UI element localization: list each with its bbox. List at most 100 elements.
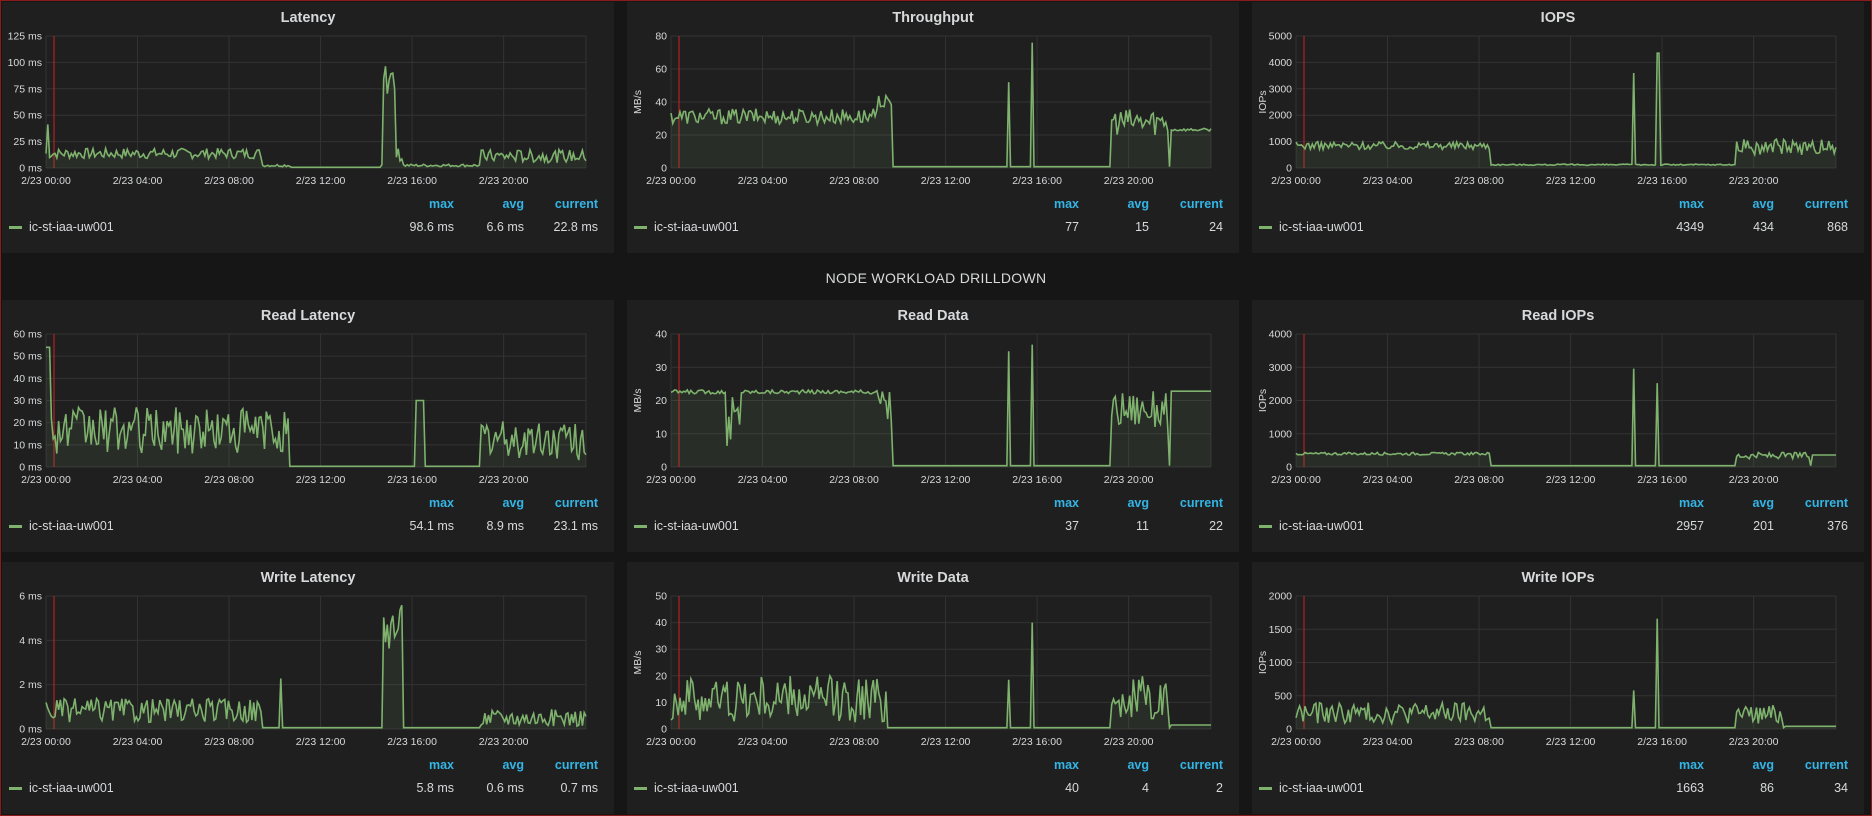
legend-value-max: 2957 (1676, 519, 1704, 533)
legend-header-avg[interactable]: avg (1127, 496, 1149, 510)
x-tick-label: 2/23 04:00 (1363, 736, 1413, 748)
chart-svg[interactable]: 0 10 20 30 40 2/23 00:00 2/23 04:00 2/23 08:00 2… (627, 300, 1239, 552)
panel-title[interactable]: Write Latency (260, 570, 356, 586)
legend-header-avg[interactable]: avg (1127, 758, 1149, 772)
legend-series-name[interactable]: ic-st-iaa-uw001 (29, 781, 114, 795)
legend-value-max: 54.1 ms (409, 519, 454, 533)
x-tick-label: 2/23 16:00 (387, 736, 437, 748)
y-tick-label: 1000 (1269, 136, 1293, 148)
legend-header-max[interactable]: max (428, 496, 454, 510)
chart-svg[interactable]: 0 ms 25 ms 50 ms 75 ms 100 ms 125 ms 2/23 00:0… (2, 2, 614, 253)
legend-header-max[interactable]: max (1678, 197, 1704, 211)
legend-value-avg: 8.9 ms (486, 519, 524, 533)
panel-title[interactable]: Write IOPs (1521, 570, 1595, 586)
panel-latency[interactable]: Latency 0 ms 25 ms 50 ms 75 ms 100 ms 125 ms 2/… (2, 2, 614, 253)
legend-swatch (1259, 787, 1272, 791)
legend-series-name[interactable]: ic-st-iaa-uw001 (29, 519, 114, 533)
panel-title[interactable]: Write Data (897, 570, 969, 586)
y-tick-label: 30 ms (13, 395, 42, 407)
x-tick-label: 2/23 20:00 (1729, 175, 1779, 187)
legend-series-name[interactable]: ic-st-iaa-uw001 (654, 220, 739, 234)
chart-svg[interactable]: 0 ms 2 ms 4 ms 6 ms 2/23 00:00 2/23 04:00 2/23… (2, 562, 614, 814)
legend-header-current[interactable]: current (1804, 496, 1848, 510)
chart-svg[interactable]: 0 1000 2000 3000 4000 5000 2/23 00:00 2/23 04:0… (1252, 2, 1864, 253)
legend-header-avg[interactable]: avg (1752, 197, 1774, 211)
legend-header-current[interactable]: current (1179, 197, 1223, 211)
legend-series[interactable]: ic-st-iaa-uw001 (9, 220, 114, 234)
legend-series-name[interactable]: ic-st-iaa-uw001 (1279, 519, 1364, 533)
chart-svg[interactable]: 0 20 40 60 80 2/23 00:00 2/23 04:00 2/23 08:00 2… (627, 2, 1239, 253)
legend-header-max[interactable]: max (1678, 758, 1704, 772)
legend-header-current[interactable]: current (554, 758, 598, 772)
y-tick-label: 10 ms (13, 439, 42, 451)
legend-series[interactable]: ic-st-iaa-uw001 (9, 781, 114, 795)
x-tick-label: 2/23 00:00 (646, 175, 696, 187)
y-tick-label: 60 (655, 64, 667, 76)
row-title-node-workload-drilldown[interactable]: NODE WORKLOAD DRILLDOWN (825, 270, 1047, 286)
chart-svg[interactable]: 0 10 20 30 40 50 2/23 00:00 2/23 04:00 2/23 08:0… (627, 562, 1239, 814)
legend-header-max[interactable]: max (428, 758, 454, 772)
legend-header-avg[interactable]: avg (502, 496, 524, 510)
x-tick-label: 2/23 04:00 (113, 474, 163, 486)
legend-header-max[interactable]: max (1053, 496, 1079, 510)
x-tick-label: 2/23 08:00 (829, 474, 879, 486)
x-tick-label: 2/23 12:00 (1546, 736, 1596, 748)
series-area (46, 347, 586, 467)
legend-swatch (9, 226, 22, 230)
panel-title[interactable]: Read Data (897, 308, 969, 324)
y-axis-label: IOPs (1257, 389, 1269, 412)
panel-write-latency[interactable]: Write Latency 0 ms 2 ms 4 ms 6 ms 2/23 00:00 2… (2, 562, 614, 814)
panel-read-data[interactable]: Read Data 0 10 20 30 40 2/23 00:00 2/23 04:00 2/… (627, 300, 1239, 552)
chart-svg[interactable]: 0 1000 2000 3000 4000 2/23 00:00 2/23 04:00 2/2… (1252, 300, 1864, 552)
legend-series[interactable]: ic-st-iaa-uw001 (9, 519, 114, 533)
legend-header-max[interactable]: max (428, 197, 454, 211)
x-tick-label: 2/23 08:00 (204, 175, 254, 187)
x-tick-label: 2/23 12:00 (1546, 474, 1596, 486)
legend-series[interactable]: ic-st-iaa-uw001 (634, 781, 739, 795)
panel-title[interactable]: Read IOPs (1521, 308, 1595, 324)
legend-series[interactable]: ic-st-iaa-uw001 (1259, 519, 1364, 533)
x-tick-label: 2/23 20:00 (479, 474, 529, 486)
panel-title[interactable]: Read Latency (260, 308, 356, 324)
legend-swatch (634, 525, 647, 529)
legend-series[interactable]: ic-st-iaa-uw001 (634, 220, 739, 234)
legend-series[interactable]: ic-st-iaa-uw001 (1259, 781, 1364, 795)
legend-series[interactable]: ic-st-iaa-uw001 (634, 519, 739, 533)
legend-series-name[interactable]: ic-st-iaa-uw001 (29, 220, 114, 234)
legend-header-max[interactable]: max (1053, 758, 1079, 772)
legend-series[interactable]: ic-st-iaa-uw001 (1259, 220, 1364, 234)
legend-header-current[interactable]: current (554, 496, 598, 510)
panel-write-data[interactable]: Write Data 0 10 20 30 40 50 2/23 00:00 2/23 04:0… (627, 562, 1239, 814)
legend-header-current[interactable]: current (1179, 758, 1223, 772)
legend-header-max[interactable]: max (1678, 496, 1704, 510)
chart-svg[interactable]: 0 ms 10 ms 20 ms 30 ms 40 ms 50 ms 60 ms 2/23 0… (2, 300, 614, 552)
panel-title[interactable]: IOPS (1540, 10, 1576, 26)
legend-header-current[interactable]: current (1804, 758, 1848, 772)
legend-header-avg[interactable]: avg (502, 197, 524, 211)
panel-title[interactable]: Latency (280, 10, 336, 26)
legend-series-name[interactable]: ic-st-iaa-uw001 (654, 781, 739, 795)
legend-header-avg[interactable]: avg (502, 758, 524, 772)
panel-write-iops[interactable]: Write IOPs 0 500 1000 1500 2000 2/23 00:00 2/23… (1252, 562, 1864, 814)
panel-throughput[interactable]: Throughput 0 20 40 60 80 2/23 00:00 2/23 04:00 2… (627, 2, 1239, 253)
legend-header-current[interactable]: current (1804, 197, 1848, 211)
x-tick-label: 2/23 20:00 (1104, 474, 1154, 486)
y-tick-label: 30 (655, 362, 667, 374)
legend-swatch (634, 787, 647, 791)
legend-series-name[interactable]: ic-st-iaa-uw001 (1279, 781, 1364, 795)
panel-read-iops[interactable]: Read IOPs 0 1000 2000 3000 4000 2/23 00:00 2/23… (1252, 300, 1864, 552)
chart-svg[interactable]: 0 500 1000 1500 2000 2/23 00:00 2/23 04:00 2/23… (1252, 562, 1864, 814)
legend-header-avg[interactable]: avg (1752, 758, 1774, 772)
legend-header-current[interactable]: current (554, 197, 598, 211)
legend-header-avg[interactable]: avg (1752, 496, 1774, 510)
series-area (671, 622, 1211, 729)
x-tick-label: 2/23 08:00 (829, 736, 879, 748)
panel-iops[interactable]: IOPS 0 1000 2000 3000 4000 5000 2/23 00:00 2/23 … (1252, 2, 1864, 253)
legend-header-current[interactable]: current (1179, 496, 1223, 510)
panel-title[interactable]: Throughput (892, 10, 974, 26)
panel-read-latency[interactable]: Read Latency 0 ms 10 ms 20 ms 30 ms 40 ms 50 m… (2, 300, 614, 552)
legend-header-max[interactable]: max (1053, 197, 1079, 211)
legend-series-name[interactable]: ic-st-iaa-uw001 (654, 519, 739, 533)
legend-series-name[interactable]: ic-st-iaa-uw001 (1279, 220, 1364, 234)
legend-header-avg[interactable]: avg (1127, 197, 1149, 211)
